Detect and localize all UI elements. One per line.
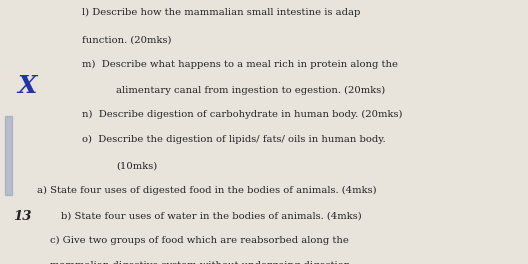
Text: l) Describe how the mammalian small intestine is adap: l) Describe how the mammalian small inte… [82, 8, 360, 17]
Text: n)  Describe digestion of carbohydrate in human body. (20mks): n) Describe digestion of carbohydrate in… [82, 110, 402, 119]
Text: a) State four uses of digested food in the bodies of animals. (4mks): a) State four uses of digested food in t… [37, 186, 376, 195]
Text: 13: 13 [13, 210, 32, 223]
Text: b) State four uses of water in the bodies of animals. (4mks): b) State four uses of water in the bodie… [61, 211, 362, 220]
Text: alimentary canal from ingestion to egestion. (20mks): alimentary canal from ingestion to egest… [116, 86, 385, 95]
Text: c) Give two groups of food which are reabsorbed along the: c) Give two groups of food which are rea… [50, 236, 349, 246]
Text: mammalian digestive system without undergoing digestion.: mammalian digestive system without under… [50, 261, 354, 264]
Text: o)  Describe the digestion of lipids/ fats/ oils in human body.: o) Describe the digestion of lipids/ fat… [82, 135, 385, 144]
Text: m)  Describe what happens to a meal rich in protein along the: m) Describe what happens to a meal rich … [82, 59, 398, 69]
Bar [5, 116, 12, 195]
Text: X: X [18, 74, 37, 98]
Text: function. (20mks): function. (20mks) [82, 36, 172, 45]
Text: (10mks): (10mks) [116, 161, 157, 170]
